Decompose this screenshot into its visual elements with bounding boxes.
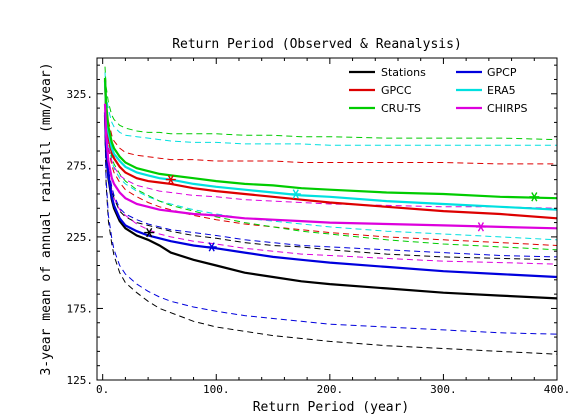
y-tick-label: 175. [67,302,94,315]
gpcc-line [103,79,558,220]
legend-label-era5: ERA5 [487,84,516,97]
era5-lower-bound [104,95,558,241]
cru-ts-lower-bound [104,92,558,251]
axes: 0. 100. 200. 300. 400. 125. 175. 225. 275. 325. [67,58,571,396]
gpcp-line [103,112,558,279]
cru-ts-marker [529,192,540,202]
x-tick-label: 200. [317,383,344,396]
y-tick-label: 225. [67,231,94,244]
stations-lower-bound [104,129,558,355]
chart-title: Return Period (Observed & Reanalysis) [172,37,462,52]
gpcc-upper-bound [104,80,557,165]
y-tick-label: 275. [67,159,94,172]
chirps-lower-bound [104,118,558,265]
gpcc-marker [165,174,176,185]
cru-ts-line [103,77,558,200]
y-tick-label: 325. [67,88,94,101]
y-axis-label: 3-year mean of annual rainfall (mm/year) [39,62,54,375]
chirps-line [103,103,558,230]
chirps-marker [475,222,486,232]
legend-label-gpcp: GPCP [487,66,517,79]
gpcc-lower-bound [104,98,558,246]
gpcp-lower-bound [104,132,558,335]
x-tick-label: 400. [544,383,571,396]
x-tick-label: 0. [96,383,109,396]
era5-upper-bound [104,72,557,146]
legend-label-gpcc: GPCC [381,84,412,97]
legend: Stations GPCP GPCC ERA5 CRU-TS CHIRPS [349,66,527,115]
stations-upper-bound [104,123,558,261]
plot-area [103,66,558,355]
gpcp-marker [206,242,217,252]
era5-marker [290,189,301,199]
cru-ts-upper-bound [104,66,558,141]
x-axis-label: Return Period (year) [253,400,410,415]
y-tick-label: 125. [67,374,94,387]
x-tick-label: 100. [203,383,230,396]
x-tick-label: 300. [430,383,457,396]
legend-label-chirps: CHIRPS [487,102,527,115]
legend-label-stations: Stations [381,66,426,79]
stations-marker [144,227,155,238]
plot-frame [96,57,558,381]
legend-label-cru-ts: CRU-TS [381,102,421,115]
gpcp-upper-bound [104,120,558,258]
